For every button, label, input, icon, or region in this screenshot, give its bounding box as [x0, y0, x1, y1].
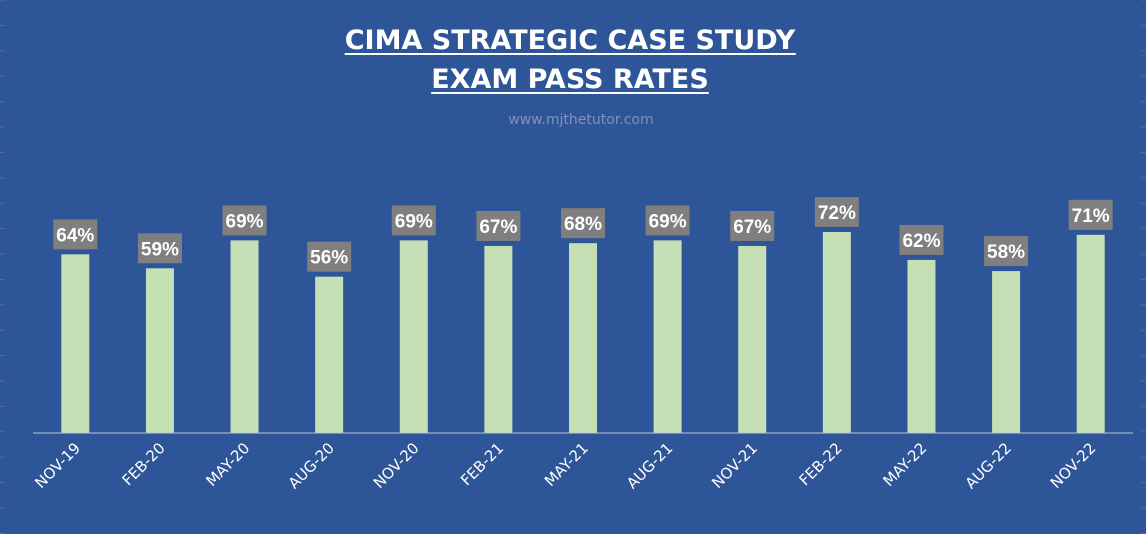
data-label: 56%	[310, 248, 348, 269]
data-label-box	[814, 197, 859, 227]
bar-nov-20	[399, 240, 428, 433]
bar-may-21	[569, 243, 597, 433]
data-label-box	[307, 241, 352, 272]
chart-title-line-2: EXAM PASS RATES	[431, 64, 709, 95]
data-label: 59%	[141, 239, 179, 260]
bar-feb-20	[145, 268, 174, 433]
data-label: 58%	[987, 242, 1025, 263]
data-label-box	[53, 219, 98, 250]
data-label-box	[476, 210, 521, 241]
chart-subtitle: www.mjthetutor.com	[508, 112, 653, 128]
data-label: 69%	[226, 211, 264, 232]
bar-series	[61, 232, 1105, 433]
bar-aug-20	[315, 276, 344, 433]
bar-may-22	[907, 259, 936, 433]
data-label-box	[730, 210, 775, 241]
data-label: 64%	[56, 225, 94, 246]
bar-feb-22	[822, 232, 851, 433]
bar-aug-21	[653, 240, 682, 433]
data-labels: 64% 59% 69% 56% 69% 67% 68% 69% 67% 72% 62% 58% 71%	[53, 197, 1113, 272]
bar-may-20	[230, 240, 259, 433]
data-label: 71%	[1072, 206, 1110, 227]
bar-aug-22	[992, 271, 1021, 433]
bar-nov-21	[738, 245, 767, 433]
data-label: 69%	[395, 211, 433, 232]
data-label: 67%	[733, 217, 771, 238]
data-label: 72%	[818, 203, 856, 224]
data-label-box	[899, 224, 944, 255]
chart-title-line-1: CIMA STRATEGIC CASE STUDY	[345, 25, 796, 56]
data-label: 67%	[479, 217, 517, 238]
data-label-box	[645, 205, 690, 236]
data-label-box	[1068, 199, 1113, 230]
data-label-box	[137, 233, 182, 264]
data-label: 68%	[564, 214, 602, 235]
data-label-box	[222, 205, 267, 236]
data-label-box	[391, 205, 436, 236]
data-label-box	[984, 236, 1029, 267]
bar-nov-19	[61, 254, 90, 433]
data-label: 69%	[649, 211, 687, 232]
bar-feb-21	[484, 245, 513, 433]
data-label-box	[561, 208, 605, 239]
bar-nov-22	[1076, 234, 1105, 433]
data-label: 62%	[902, 231, 940, 252]
